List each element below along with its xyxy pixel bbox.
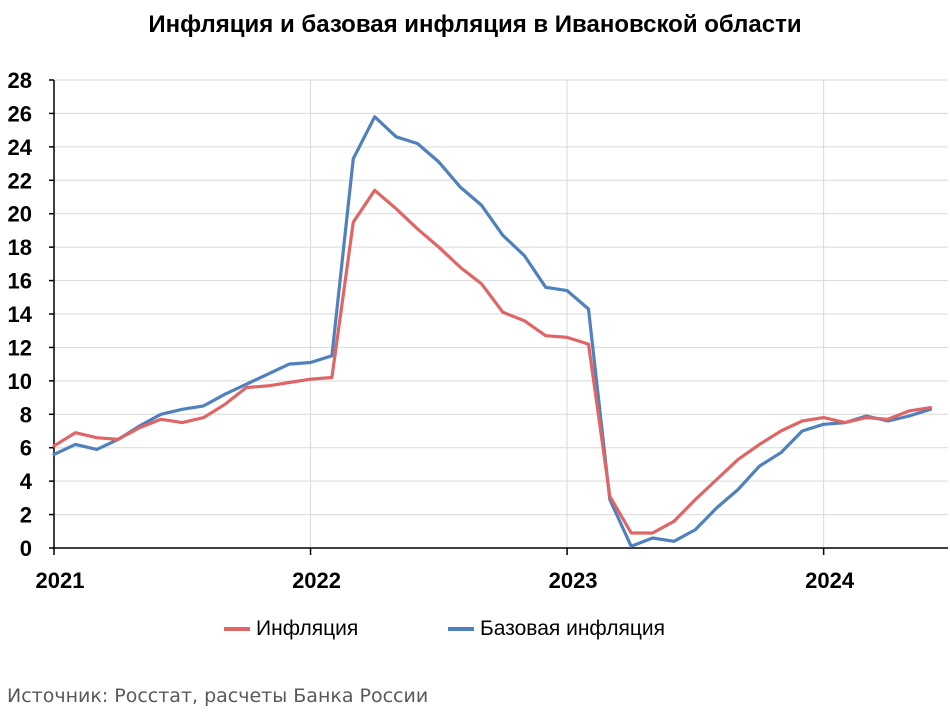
x-tick-label: 2024 [805, 568, 855, 593]
y-tick-label: 28 [8, 68, 32, 93]
x-tick-label: 2021 [36, 568, 85, 593]
y-tick-label: 24 [8, 135, 33, 160]
y-tick-label: 16 [8, 269, 32, 294]
legend: Инфляция Базовая инфляция [0, 617, 950, 645]
y-tick-label: 20 [8, 202, 32, 227]
series-line-inflation [52, 188, 933, 535]
legend-label-inflation: Инфляция [256, 617, 359, 640]
y-tick-label: 14 [8, 302, 33, 327]
y-tick-label: 8 [20, 402, 32, 427]
legend-label-core-inflation: Базовая инфляция [480, 617, 666, 640]
legend-item-inflation: Инфляция [224, 617, 358, 641]
legend-swatch-inflation [224, 627, 250, 631]
series-line-core-inflation [52, 115, 933, 548]
y-tick-label: 2 [20, 503, 32, 528]
legend-swatch-core-inflation [448, 627, 474, 631]
y-tick-label: 10 [8, 369, 32, 394]
legend-item-core-inflation: Базовая инфляция [448, 617, 665, 641]
grid-lines [54, 79, 948, 548]
y-tick-label: 12 [8, 335, 32, 360]
x-axis-ticks: 2021 2022 2023 2024 [36, 548, 855, 593]
series-lines [52, 115, 933, 548]
x-tick-label: 2023 [549, 568, 598, 593]
y-tick-label: 0 [20, 536, 32, 561]
chart-title: Инфляция и базовая инфляция в Ивановской… [148, 11, 802, 38]
x-tick-label: 2022 [292, 568, 341, 593]
y-tick-label: 26 [8, 101, 32, 126]
source-note: Источник: Росстат, расчеты Банка России [7, 685, 429, 707]
y-tick-label: 6 [20, 436, 32, 461]
y-tick-label: 4 [20, 469, 33, 494]
y-tick-label: 18 [8, 235, 32, 260]
y-tick-label: 22 [8, 168, 32, 193]
